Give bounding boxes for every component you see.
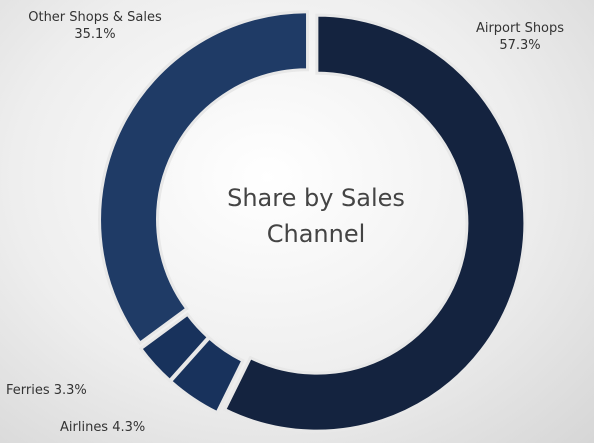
donut-slice — [222, 13, 527, 433]
category-label: Airport Shops — [475, 21, 565, 36]
value-label: 35.1% — [74, 27, 116, 42]
category-label: Ferries — [6, 383, 50, 398]
slice-label: Airlines 4.3% — [60, 419, 190, 436]
slice-label: Ferries 3.3% — [6, 382, 136, 399]
category-label: Airlines — [60, 420, 109, 435]
category-label: Other Shops & Sales — [28, 10, 162, 25]
value-label: 4.3% — [112, 420, 146, 435]
donut-slice — [138, 312, 211, 383]
value-label: 3.3% — [53, 383, 87, 398]
donut-slice — [98, 10, 310, 346]
slice-label: Other Shops & Sales 35.1% — [20, 9, 170, 43]
slice-label: Airport Shops 57.3% — [450, 20, 590, 54]
value-label: 57.3% — [499, 38, 541, 53]
chart-title: Share by Sales Channel — [227, 184, 405, 248]
